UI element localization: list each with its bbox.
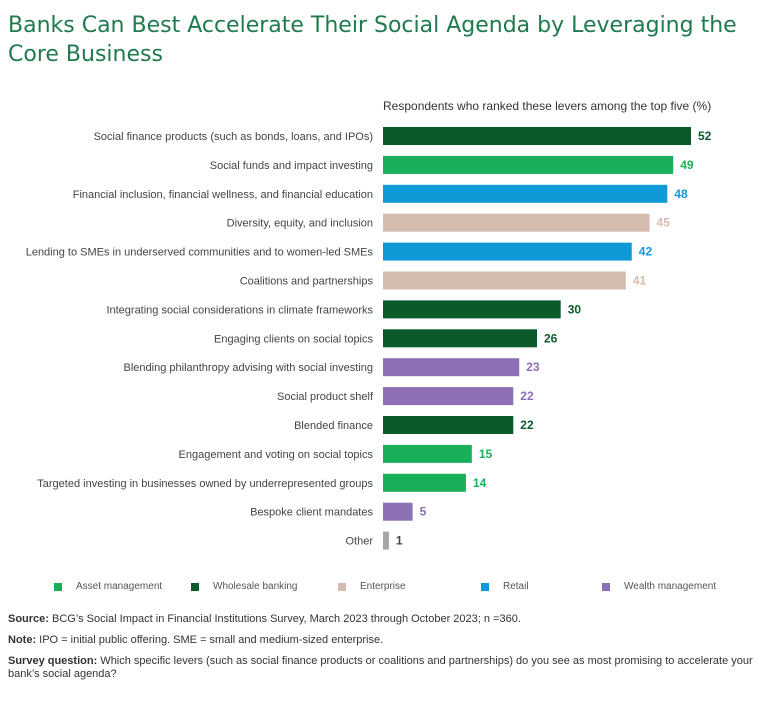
legend-label: Wholesale banking — [213, 581, 298, 592]
value-label-other: 1 — [396, 534, 403, 548]
legend-label: Retail — [503, 581, 529, 592]
bar-other — [383, 531, 389, 550]
legend-item-retail: Retail — [481, 581, 529, 592]
survey-question-note: Survey question: Which specific levers (… — [8, 655, 758, 681]
value-label-bespoke-client-mandates: 5 — [420, 505, 427, 519]
category-label-engagement-and-voting-on-social-topics: Engagement and voting on social topics — [179, 449, 374, 461]
value-label-social-funds-and-impact-investing: 49 — [680, 158, 694, 172]
source-label: Source: — [8, 613, 49, 625]
bar-integrating-social-considerations-in-climate-frameworks — [383, 300, 561, 319]
bar-social-funds-and-impact-investing — [383, 155, 674, 174]
note-label: Note: — [8, 634, 37, 646]
legend-item-asset-management: Asset management — [54, 581, 162, 592]
legend-swatch-wealth-management — [602, 582, 610, 591]
value-label-blending-philanthropy-advising-with-social-investing: 23 — [526, 360, 540, 374]
value-label-integrating-social-considerations-in-climate-frameworks: 30 — [568, 302, 582, 316]
legend-swatch-enterprise — [338, 582, 346, 591]
bar-bespoke-client-mandates — [383, 502, 413, 521]
category-label-blending-philanthropy-advising-with-social-investing: Blending philanthropy advising with soci… — [124, 362, 373, 374]
page-title: Banks Can Best Accelerate Their Social A… — [8, 13, 737, 67]
bar-blending-philanthropy-advising-with-social-investing — [383, 358, 520, 377]
value-label-targeted-investing-in-businesses-owned-by-underrepresented-groups: 14 — [473, 476, 487, 490]
source-text: BCG’s Social Impact in Financial Institu… — [48, 613, 521, 625]
legend-swatch-retail — [481, 582, 489, 591]
category-label-engaging-clients-on-social-topics: Engaging clients on social topics — [214, 333, 373, 345]
bar-targeted-investing-in-businesses-owned-by-underrepresented-groups — [383, 473, 466, 492]
category-label-integrating-social-considerations-in-climate-frameworks: Integrating social considerations in cli… — [106, 304, 373, 316]
question-label: Survey question: — [8, 655, 98, 667]
legend-swatch-wholesale-banking — [191, 582, 199, 591]
legend-label: Enterprise — [360, 581, 406, 592]
category-label-lending-to-smes-in-underserved-communities-and-to-women-led-smes: Lending to SMEs in underserved communiti… — [26, 247, 374, 259]
category-label-coalitions-and-partnerships: Coalitions and partnerships — [240, 276, 374, 288]
chart-notes: Source: BCG’s Social Impact in Financial… — [8, 613, 758, 689]
value-label-blended-finance: 22 — [520, 418, 534, 432]
legend-item-enterprise: Enterprise — [338, 581, 406, 592]
bar-engaging-clients-on-social-topics — [383, 329, 537, 348]
value-label-lending-to-smes-in-underserved-communities-and-to-women-led-smes: 42 — [639, 245, 653, 259]
legend-swatch-asset-management — [54, 582, 62, 591]
value-label-engaging-clients-on-social-topics: 26 — [544, 331, 558, 345]
category-label-blended-finance: Blended finance — [294, 420, 373, 432]
legend-item-wealth-management: Wealth management — [602, 581, 716, 592]
value-label-social-product-shelf: 22 — [520, 389, 534, 403]
legend-label: Asset management — [76, 581, 163, 592]
bar-chart: Social finance products (such as bonds, … — [26, 127, 712, 550]
category-label-bespoke-client-mandates: Bespoke client mandates — [250, 507, 373, 519]
legend-item-wholesale-banking: Wholesale banking — [191, 581, 298, 592]
category-label-social-funds-and-impact-investing: Social funds and impact investing — [210, 160, 373, 172]
value-label-coalitions-and-partnerships: 41 — [633, 274, 647, 288]
category-label-targeted-investing-in-businesses-owned-by-underrepresented-groups: Targeted investing in businesses owned b… — [37, 478, 373, 490]
legend-label: Wealth management — [624, 581, 717, 592]
value-label-social-finance-products-such-as-bonds-loans-and-ipos: 52 — [698, 129, 712, 143]
note-text: IPO = initial public offering. SME = sma… — [36, 634, 384, 646]
bar-financial-inclusion-financial-wellness-and-financial-education — [383, 184, 668, 203]
bar-blended-finance — [383, 416, 514, 434]
bar-social-product-shelf — [383, 387, 514, 406]
bar-engagement-and-voting-on-social-topics — [383, 444, 472, 463]
bar-diversity-equity-and-inclusion — [383, 213, 650, 232]
chart-subtitle: Respondents who ranked these levers amon… — [383, 99, 712, 113]
category-label-social-product-shelf: Social product shelf — [277, 391, 374, 403]
category-label-diversity-equity-and-inclusion: Diversity, equity, and inclusion — [227, 218, 373, 230]
value-label-diversity-equity-and-inclusion: 45 — [657, 216, 671, 230]
source-note: Source: BCG’s Social Impact in Financial… — [8, 613, 758, 626]
abbreviation-note: Note: IPO = initial public offering. SME… — [8, 634, 758, 647]
bar-lending-to-smes-in-underserved-communities-and-to-women-led-smes — [383, 242, 632, 261]
chart-legend: Asset management Wholesale banking Enter… — [0, 581, 768, 595]
question-text: Which specific levers (such as social fi… — [8, 655, 753, 680]
value-label-engagement-and-voting-on-social-topics: 15 — [479, 447, 493, 461]
category-label-financial-inclusion-financial-wellness-and-financial-education: Financial inclusion, financial wellness,… — [73, 189, 373, 201]
value-label-financial-inclusion-financial-wellness-and-financial-education: 48 — [674, 187, 688, 201]
category-label-social-finance-products-such-as-bonds-loans-and-ipos: Social finance products (such as bonds, … — [94, 131, 373, 143]
bar-coalitions-and-partnerships — [383, 271, 626, 290]
bar-social-finance-products-such-as-bonds-loans-and-ipos — [383, 127, 691, 145]
category-label-other: Other — [345, 536, 373, 548]
